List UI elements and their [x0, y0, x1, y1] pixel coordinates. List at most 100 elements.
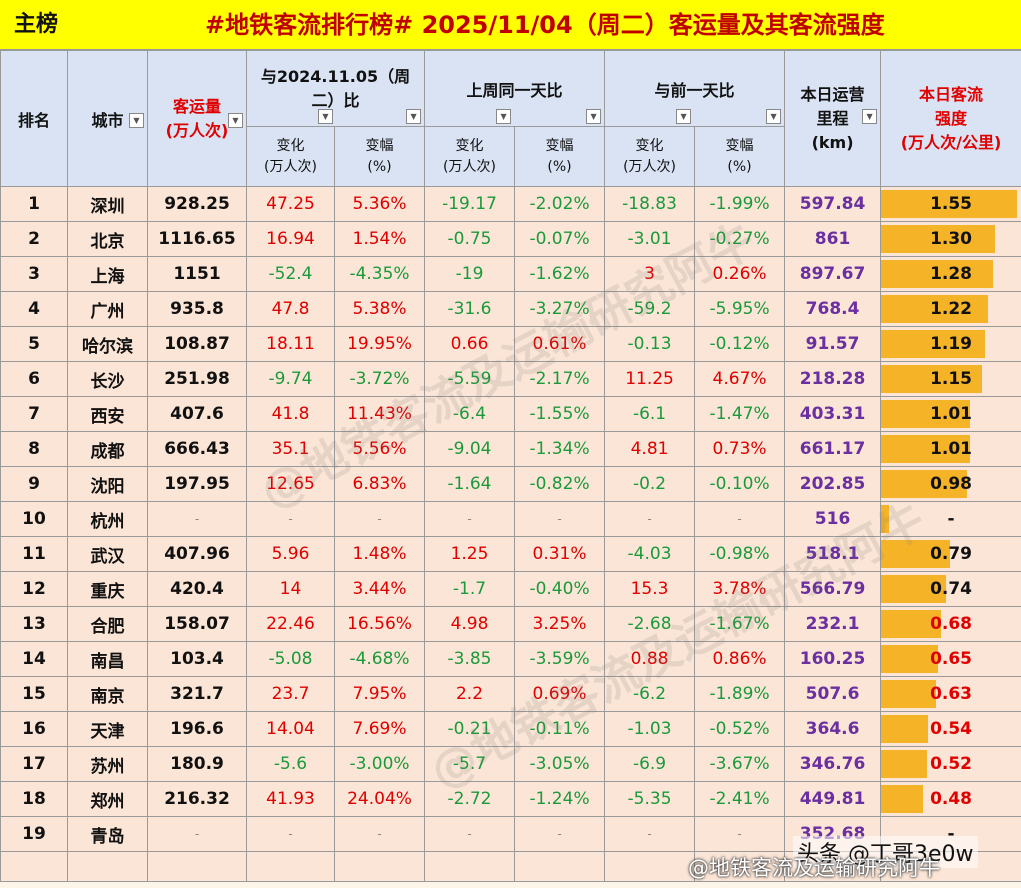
yoy-filter-dropdown-icon-2[interactable]: ▼	[406, 109, 422, 124]
volume-cell: 666.43	[147, 431, 247, 467]
header-mileage: 本日运营 里程 (km) ▼	[784, 50, 882, 187]
city-cell: 南昌	[67, 641, 148, 677]
intensity-value: 0.79	[930, 544, 973, 564]
yoy-pct-cell: 7.95%	[333, 676, 426, 712]
lastweek-pct-cell: -2.17%	[514, 361, 606, 397]
yoy-pct-cell: 1.54%	[333, 221, 426, 257]
rank-cell: 19	[0, 816, 68, 852]
table-row: 11 武汉 407.96 5.96 1.48% 1.25 0.31% -4.03 -0.98% 5…	[0, 536, 1021, 572]
volume-cell: 321.7	[147, 676, 247, 712]
intensity-cell: 0.63	[880, 676, 1021, 712]
yoy-change-cell: 14	[246, 571, 335, 607]
lastweek-change-cell: -9.04	[424, 431, 516, 467]
prevday-pct-cell: -1.47%	[694, 396, 786, 432]
lastweek-change-cell: -1.64	[424, 466, 516, 502]
prevday-change-cell: 4.81	[604, 431, 696, 467]
prevday-pct-cell: -1.99%	[694, 186, 786, 222]
yoy-filter-dropdown-icon[interactable]: ▼	[318, 109, 333, 124]
empty-cell	[694, 851, 786, 882]
city-cell: 成都	[67, 431, 148, 467]
table-row: 5 哈尔滨 108.87 18.11 19.95% 0.66 0.61% -0.13 -0.12…	[0, 326, 1021, 362]
lastweek-change-cell: -	[424, 816, 516, 852]
prevday-filter-dropdown-icon[interactable]: ▼	[676, 109, 692, 124]
lastweek-pct-cell: -0.40%	[514, 571, 606, 607]
lastweek-pct-cell: -0.82%	[514, 466, 606, 502]
yoy-change-cell: -	[246, 501, 335, 537]
prevday-change-cell: -3.01	[604, 221, 696, 257]
table-row: 4 广州 935.8 47.8 5.38% -31.6 -3.27% -59.2 -5.95% 7…	[0, 291, 1021, 327]
volume-cell: 1151	[147, 256, 247, 292]
prevday-pct-cell: -	[694, 501, 786, 537]
yoy-pct-cell: 19.95%	[333, 326, 426, 362]
table-row: 17 苏州 180.9 -5.6 -3.00% -5.7 -3.05% -6.9 -3.67% 3…	[0, 746, 1021, 782]
rank-cell: 1	[0, 186, 68, 222]
intensity-cell: 1.30	[880, 221, 1021, 257]
intensity-cell: 1.28	[880, 256, 1021, 292]
city-cell: 哈尔滨	[67, 326, 148, 362]
city-cell: 南京	[67, 676, 148, 712]
intensity-cell: 0.98	[880, 466, 1021, 502]
volume-cell: 196.6	[147, 711, 247, 747]
mileage-filter-dropdown-icon[interactable]: ▼	[862, 109, 878, 124]
yoy-pct-cell: 24.04%	[333, 781, 426, 817]
lastweek-filter-dropdown-icon[interactable]: ▼	[496, 109, 512, 124]
lastweek-pct-cell: -3.05%	[514, 746, 606, 782]
prevday-filter-dropdown-icon-2[interactable]: ▼	[766, 109, 782, 124]
lastweek-pct-cell: 0.61%	[514, 326, 606, 362]
lastweek-filter-dropdown-icon-2[interactable]: ▼	[586, 109, 602, 124]
volume-filter-dropdown-icon[interactable]: ▼	[228, 113, 243, 128]
lastweek-pct-cell: -3.59%	[514, 641, 606, 677]
intensity-cell: 1.01	[880, 396, 1021, 432]
rank-cell: 12	[0, 571, 68, 607]
yoy-change-cell: 35.1	[246, 431, 335, 467]
intensity-value: 0.98	[930, 474, 973, 494]
lastweek-pct-cell: -1.24%	[514, 781, 606, 817]
volume-cell: 197.95	[147, 466, 247, 502]
table-row: 10 杭州 - - - - - - -516-	[0, 501, 1021, 537]
mileage-cell: 346.76	[784, 746, 882, 782]
lastweek-change-cell: -19	[424, 256, 516, 292]
table-row: 7 西安 407.6 41.8 11.43% -6.4 -1.55% -6.1 -1.47% 40…	[0, 396, 1021, 432]
yoy-change-cell: 41.8	[246, 396, 335, 432]
yoy-change-cell: 12.65	[246, 466, 335, 502]
lastweek-change-cell: -3.85	[424, 641, 516, 677]
header-yoy-pct: 变幅 (%)	[333, 126, 426, 187]
yoy-pct-cell: -4.68%	[333, 641, 426, 677]
lastweek-change-cell: -	[424, 501, 516, 537]
volume-cell: 103.4	[147, 641, 247, 677]
yoy-pct-cell: -	[333, 816, 426, 852]
mileage-cell: 897.67	[784, 256, 882, 292]
empty-cell	[246, 851, 335, 882]
intensity-value: 0.54	[930, 719, 973, 739]
rank-cell: 6	[0, 361, 68, 397]
intensity-cell: -	[880, 501, 1021, 537]
yoy-pct-cell: 5.38%	[333, 291, 426, 327]
intensity-cell: 0.54	[880, 711, 1021, 747]
city-cell: 重庆	[67, 571, 148, 607]
credit-weibo: @地铁客流及运输研究阿牛	[688, 856, 940, 880]
mileage-cell: 449.81	[784, 781, 882, 817]
lastweek-pct-cell: -0.07%	[514, 221, 606, 257]
intensity-cell: 0.74	[880, 571, 1021, 607]
volume-cell: 108.87	[147, 326, 247, 362]
yoy-change-cell: 14.04	[246, 711, 335, 747]
table-row: 1 深圳 928.25 47.25 5.36% -19.17 -2.02% -18.83 -1.…	[0, 186, 1021, 222]
mileage-cell: 516	[784, 501, 882, 537]
city-cell: 西安	[67, 396, 148, 432]
yoy-change-cell: 22.46	[246, 606, 335, 642]
city-cell: 武汉	[67, 536, 148, 572]
volume-cell: -	[147, 816, 247, 852]
table-row: 6 长沙 251.98 -9.74 -3.72% -5.59 -2.17% 11.25 4.67…	[0, 361, 1021, 397]
intensity-bar	[881, 330, 986, 358]
volume-cell: 251.98	[147, 361, 247, 397]
prevday-pct-cell: -1.67%	[694, 606, 786, 642]
header-yoy-change: 变化 (万人次)	[246, 126, 335, 187]
volume-cell: 407.6	[147, 396, 247, 432]
intensity-value: 0.63	[930, 684, 973, 704]
city-cell: 天津	[67, 711, 148, 747]
intensity-bar	[881, 225, 996, 253]
board-label: 主榜	[14, 12, 59, 37]
city-filter-dropdown-icon[interactable]: ▼	[129, 113, 144, 128]
rank-cell: 10	[0, 501, 68, 537]
lastweek-change-cell: -5.59	[424, 361, 516, 397]
